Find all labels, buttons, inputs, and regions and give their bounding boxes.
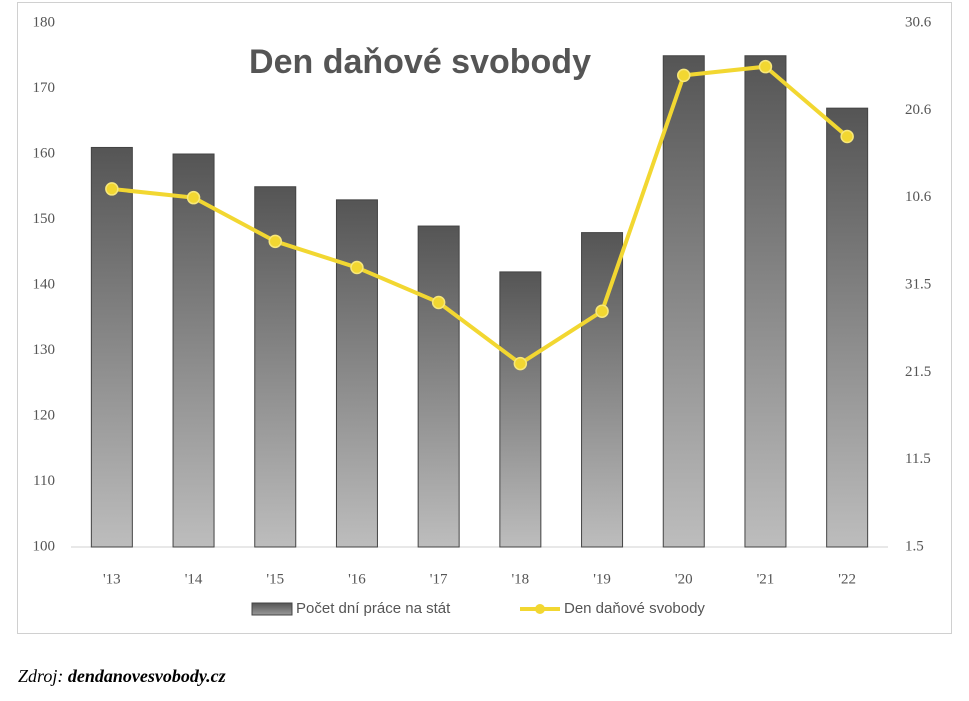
y2-tick-label: 31.5: [905, 276, 931, 292]
bar: [90, 146, 133, 548]
x-tick-label: '19: [593, 571, 611, 587]
x-tick-label: '18: [511, 571, 529, 587]
line-marker: [840, 129, 854, 144]
x-tick-label: '20: [675, 571, 693, 587]
y-tick-label: 130: [33, 342, 56, 358]
legend-swatch: [535, 604, 545, 614]
y-tick-label: 160: [33, 145, 56, 161]
y2-tick-label: 20.6: [905, 102, 932, 118]
line-marker: [595, 304, 609, 318]
bar: [826, 107, 869, 548]
chart: Den daňové svobody 100 110 120 130 140 150 160…: [17, 2, 952, 634]
bar: [499, 271, 542, 548]
legend-label: Počet dní práce na stát: [296, 600, 451, 617]
bar: [662, 55, 705, 548]
y-tick-label: 170: [33, 80, 56, 96]
line-marker: [186, 190, 201, 205]
x-tick-label: '16: [348, 571, 366, 587]
line-marker: [268, 234, 282, 249]
line-marker: [513, 356, 528, 371]
x-tick-label: '21: [757, 571, 775, 587]
y-tick-label: 110: [33, 473, 55, 489]
chart-title: Den daňové svobody: [249, 43, 591, 81]
source-label: Zdroj:: [18, 666, 64, 686]
y2-tick-label: 30.6: [905, 14, 932, 30]
y-tick-label: 100: [33, 538, 56, 554]
y2-tick-label: 21.5: [905, 364, 931, 380]
x-tick-label: '14: [185, 571, 203, 587]
source: Zdroj: dendanovesvobody.cz: [18, 666, 226, 687]
line-marker: [350, 260, 364, 275]
legend-swatch: [251, 602, 293, 616]
x-tick-label: '13: [103, 571, 121, 587]
line-marker: [758, 59, 773, 74]
x-tick-label: '17: [430, 571, 448, 587]
bar: [581, 232, 624, 548]
bar: [417, 225, 460, 548]
y2-tick-label: 10.6: [905, 189, 932, 205]
line-marker: [431, 295, 446, 310]
line-marker: [677, 68, 691, 83]
x-tick-label: '15: [266, 571, 284, 587]
y2-tick-label: 11.5: [905, 451, 931, 467]
source-site: dendanovesvobody.cz: [67, 666, 226, 686]
x-tick-label: '22: [838, 571, 856, 587]
bar: [172, 153, 215, 548]
legend-label: Den daňové svobody: [564, 600, 705, 617]
y-tick-label: 180: [33, 14, 56, 30]
bar: [744, 55, 787, 548]
line: [111, 64, 849, 366]
y-tick-label: 120: [33, 407, 56, 423]
y-tick-label: 140: [33, 276, 56, 292]
y-tick-label: 150: [33, 211, 56, 227]
y2-tick-label: 1.5: [905, 538, 924, 554]
bar: [335, 199, 378, 548]
line-marker: [105, 182, 119, 196]
chart-border: [17, 2, 952, 634]
